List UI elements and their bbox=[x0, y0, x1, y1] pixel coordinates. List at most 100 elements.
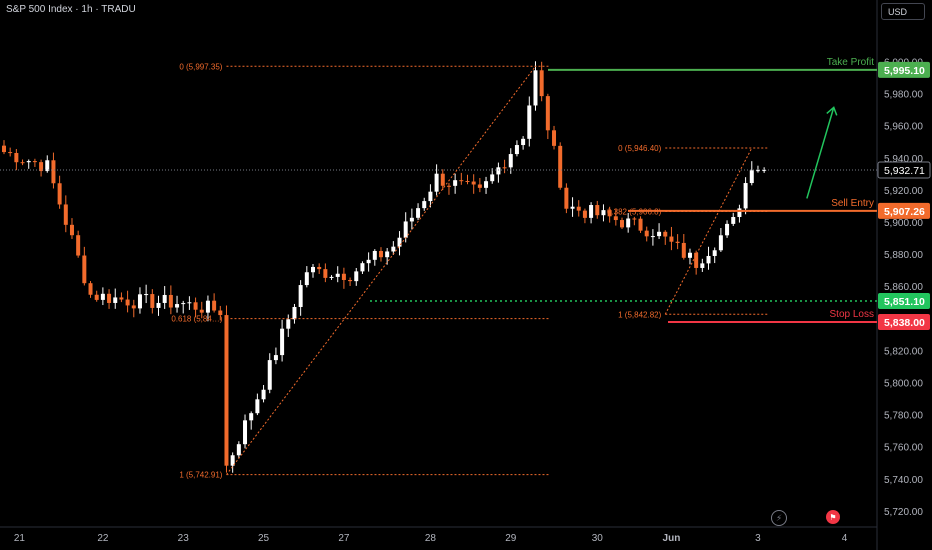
candle-body bbox=[416, 208, 421, 218]
candle-body bbox=[644, 230, 649, 237]
candle-body bbox=[514, 145, 519, 155]
candle-body bbox=[267, 360, 272, 390]
candle-body bbox=[255, 399, 260, 414]
candle-body bbox=[199, 309, 204, 313]
chart-title: S&P 500 Index · 1h · TRADU bbox=[6, 4, 136, 15]
y-tick-label: 5,940.00 bbox=[884, 154, 923, 165]
candle-body bbox=[403, 221, 408, 238]
candle-body bbox=[57, 183, 62, 205]
level-price-label: 5,995.10 bbox=[884, 65, 925, 77]
candle-body bbox=[224, 315, 229, 466]
candle-body bbox=[82, 255, 87, 284]
candle-body bbox=[341, 273, 346, 280]
candle-body bbox=[453, 180, 458, 186]
flag-icon[interactable]: ⚑ bbox=[826, 510, 840, 524]
candle-body bbox=[119, 297, 124, 300]
candle-body bbox=[638, 218, 643, 231]
x-tick-label: Jun bbox=[663, 533, 681, 544]
candle-body bbox=[212, 300, 217, 311]
candle-body bbox=[607, 210, 612, 217]
candle-body bbox=[477, 184, 482, 188]
candle-body bbox=[737, 208, 742, 218]
candle-body bbox=[669, 236, 674, 242]
last-price-tag bbox=[877, 161, 931, 179]
projection-arrow-head bbox=[826, 106, 838, 116]
y-tick-label: 5,920.00 bbox=[884, 186, 923, 197]
candle-body bbox=[26, 161, 31, 163]
level-name-label: Sell Entry bbox=[831, 198, 874, 209]
last-price-label: 5,932.71 bbox=[884, 165, 925, 177]
candle-body bbox=[422, 201, 427, 209]
candle-body bbox=[292, 306, 297, 320]
candle-body bbox=[317, 266, 322, 270]
candle-body bbox=[440, 173, 445, 186]
candle-body bbox=[162, 294, 167, 303]
y-tick-label: 5,980.00 bbox=[884, 90, 923, 101]
y-tick-label: 5,880.00 bbox=[884, 250, 923, 261]
candle-body bbox=[205, 300, 210, 313]
candle-body bbox=[582, 210, 587, 218]
candle-body bbox=[459, 180, 464, 182]
candle-body bbox=[576, 206, 581, 211]
candle-body bbox=[718, 235, 723, 251]
candle-body bbox=[69, 224, 74, 236]
candle-body bbox=[39, 162, 44, 172]
candle-body bbox=[329, 276, 334, 278]
y-tick-label: 5,860.00 bbox=[884, 282, 923, 293]
candle-body bbox=[298, 285, 303, 307]
candle-body bbox=[125, 299, 130, 306]
candle-body bbox=[700, 263, 705, 268]
candle-body bbox=[335, 273, 340, 277]
fib-trend-line bbox=[664, 147, 753, 315]
level-price-label: 5,838.00 bbox=[884, 317, 925, 329]
fib-level-label: 0.382 (5,906.8) bbox=[607, 208, 662, 217]
candle-body bbox=[218, 310, 223, 316]
candle-body bbox=[731, 217, 736, 224]
candle-body bbox=[2, 145, 6, 153]
x-tick-label: 28 bbox=[425, 533, 437, 544]
y-tick-label: 5,900.00 bbox=[884, 218, 923, 229]
candle-body bbox=[273, 355, 278, 361]
x-tick-label: 4 bbox=[842, 533, 848, 544]
candle-body bbox=[348, 279, 353, 282]
x-tick-label: 30 bbox=[592, 533, 604, 544]
candle-body bbox=[378, 250, 383, 258]
candle-body bbox=[601, 210, 606, 216]
candle-body bbox=[63, 204, 68, 225]
candle-body bbox=[552, 130, 557, 146]
candle-body bbox=[446, 185, 451, 187]
candle-body bbox=[496, 167, 501, 175]
candle-body bbox=[144, 294, 149, 296]
candle-body bbox=[484, 181, 489, 188]
y-tick-label: 5,820.00 bbox=[884, 346, 923, 357]
candle-body bbox=[409, 217, 414, 222]
candle-body bbox=[657, 231, 662, 237]
y-tick-label: 5,800.00 bbox=[884, 378, 923, 389]
candle-body bbox=[286, 319, 291, 329]
fib-level-label: 1 (5,842.82) bbox=[618, 310, 661, 319]
level-price-label: 5,907.26 bbox=[884, 206, 925, 218]
candle-body bbox=[45, 160, 50, 172]
candle-body bbox=[360, 263, 365, 272]
candle-body bbox=[243, 420, 248, 445]
candle-body bbox=[539, 70, 544, 97]
candle-body bbox=[490, 174, 495, 182]
candle-body bbox=[613, 216, 618, 221]
lightning-icon[interactable]: ⚡ bbox=[771, 510, 787, 526]
candle-body bbox=[137, 294, 142, 309]
fib-level-label: 1 (5,742.91) bbox=[179, 471, 222, 480]
candle-body bbox=[663, 231, 668, 237]
candle-body bbox=[150, 294, 155, 308]
candle-body bbox=[749, 170, 754, 184]
candle-body bbox=[175, 304, 180, 308]
candle-body bbox=[107, 293, 112, 303]
currency-button[interactable]: USD bbox=[881, 3, 925, 20]
candle-body bbox=[712, 250, 717, 256]
level-name-label: Take Profit bbox=[827, 57, 874, 68]
candle-body bbox=[706, 255, 711, 264]
candle-body bbox=[650, 236, 655, 238]
candle-body bbox=[168, 294, 173, 308]
candle-body bbox=[533, 70, 538, 106]
candle-body bbox=[311, 266, 315, 273]
